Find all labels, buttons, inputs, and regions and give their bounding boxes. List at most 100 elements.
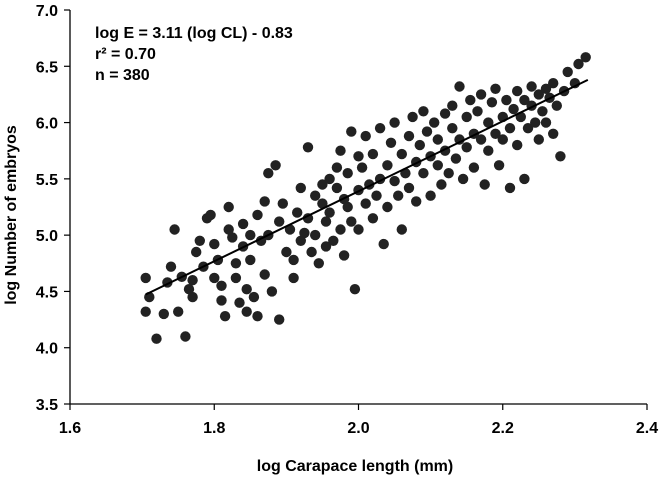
data-point [338, 250, 350, 261]
data-point [396, 224, 407, 235]
data-point [219, 311, 231, 322]
data-point [374, 123, 386, 134]
x-axis-title: log Carapace length (mm) [257, 458, 453, 475]
data-point [310, 229, 321, 241]
data-point [252, 209, 263, 221]
data-point [540, 117, 552, 128]
data-point [548, 78, 559, 89]
data-point [389, 117, 400, 128]
data-point [241, 306, 252, 317]
r-squared-annotation: r² = 0.70 [95, 46, 156, 63]
data-point [317, 179, 328, 190]
data-point [483, 145, 494, 156]
y-tick-label: 7.0 [36, 3, 58, 20]
data-point [205, 209, 216, 221]
data-point [519, 173, 530, 185]
data-point [183, 284, 195, 295]
data-point [169, 224, 180, 235]
data-point [331, 162, 343, 173]
data-point [548, 128, 559, 139]
data-point [313, 258, 324, 269]
data-point [266, 286, 278, 297]
data-point [151, 333, 162, 344]
data-point [320, 241, 332, 252]
data-point [447, 100, 458, 111]
data-point [237, 218, 249, 230]
data-point [252, 311, 263, 322]
data-point [277, 198, 288, 209]
data-point [551, 100, 562, 111]
data-point [209, 238, 220, 250]
data-point [407, 111, 418, 123]
data-point [349, 284, 361, 295]
data-point [346, 216, 357, 227]
data-point [140, 272, 151, 284]
data-point [324, 173, 335, 185]
data-point [537, 106, 548, 117]
data-point [493, 160, 505, 171]
data-point [530, 117, 541, 128]
data-point [504, 182, 516, 194]
data-point [519, 94, 530, 106]
data-point [270, 160, 281, 171]
data-point [360, 198, 371, 209]
x-axis-ticks: 1.6 1.8 2.0 2.2 2.4 [59, 404, 658, 437]
data-point [274, 216, 285, 227]
data-point [512, 139, 523, 151]
data-point [342, 168, 353, 179]
data-point [501, 94, 512, 106]
data-point [414, 139, 425, 151]
data-point [353, 151, 364, 162]
data-point [450, 153, 462, 164]
data-point [223, 201, 234, 213]
data-point [320, 216, 332, 227]
data-point [288, 272, 299, 284]
data-point [295, 235, 306, 246]
data-point [259, 269, 270, 280]
data-point [367, 213, 379, 224]
data-point [421, 126, 433, 137]
y-axis-title: log Number of embryos [3, 125, 20, 305]
data-point [331, 182, 343, 194]
data-point [396, 148, 407, 160]
y-axis-ticks: 3.5 4.0 4.5 5.0 5.5 6.0 6.5 7.0 [36, 3, 70, 414]
data-point [234, 297, 245, 308]
data-point [533, 134, 544, 145]
data-point [187, 275, 198, 286]
data-point [468, 162, 480, 173]
data-point [443, 168, 454, 179]
y-tick-label: 5.5 [36, 172, 58, 189]
data-point [389, 175, 400, 187]
y-tick-label: 6.0 [36, 116, 58, 133]
data-point [288, 254, 299, 266]
data-point [194, 235, 205, 246]
data-point [432, 160, 443, 171]
data-point [346, 126, 357, 137]
data-point [385, 137, 397, 148]
data-point [248, 291, 260, 303]
data-point [403, 182, 415, 194]
x-tick-label: 2.2 [492, 420, 514, 437]
data-point [533, 89, 544, 100]
data-point [504, 123, 516, 134]
data-point [508, 103, 519, 115]
equation-annotation: log E = 3.11 (log CL) - 0.83 [95, 25, 293, 42]
data-point [245, 254, 256, 266]
regression-line [145, 79, 589, 296]
data-point [411, 196, 422, 207]
data-point [295, 182, 306, 194]
data-point [425, 190, 436, 201]
data-point [230, 272, 242, 284]
data-point [526, 81, 537, 92]
data-point [259, 196, 270, 207]
data-point [371, 190, 382, 201]
data-point [522, 123, 534, 134]
data-point [230, 258, 242, 269]
data-point [418, 106, 429, 117]
data-point [512, 85, 523, 97]
data-point [475, 89, 487, 100]
data-point [454, 134, 465, 145]
data-point [317, 198, 328, 209]
data-point [335, 224, 346, 235]
data-point [310, 190, 321, 201]
